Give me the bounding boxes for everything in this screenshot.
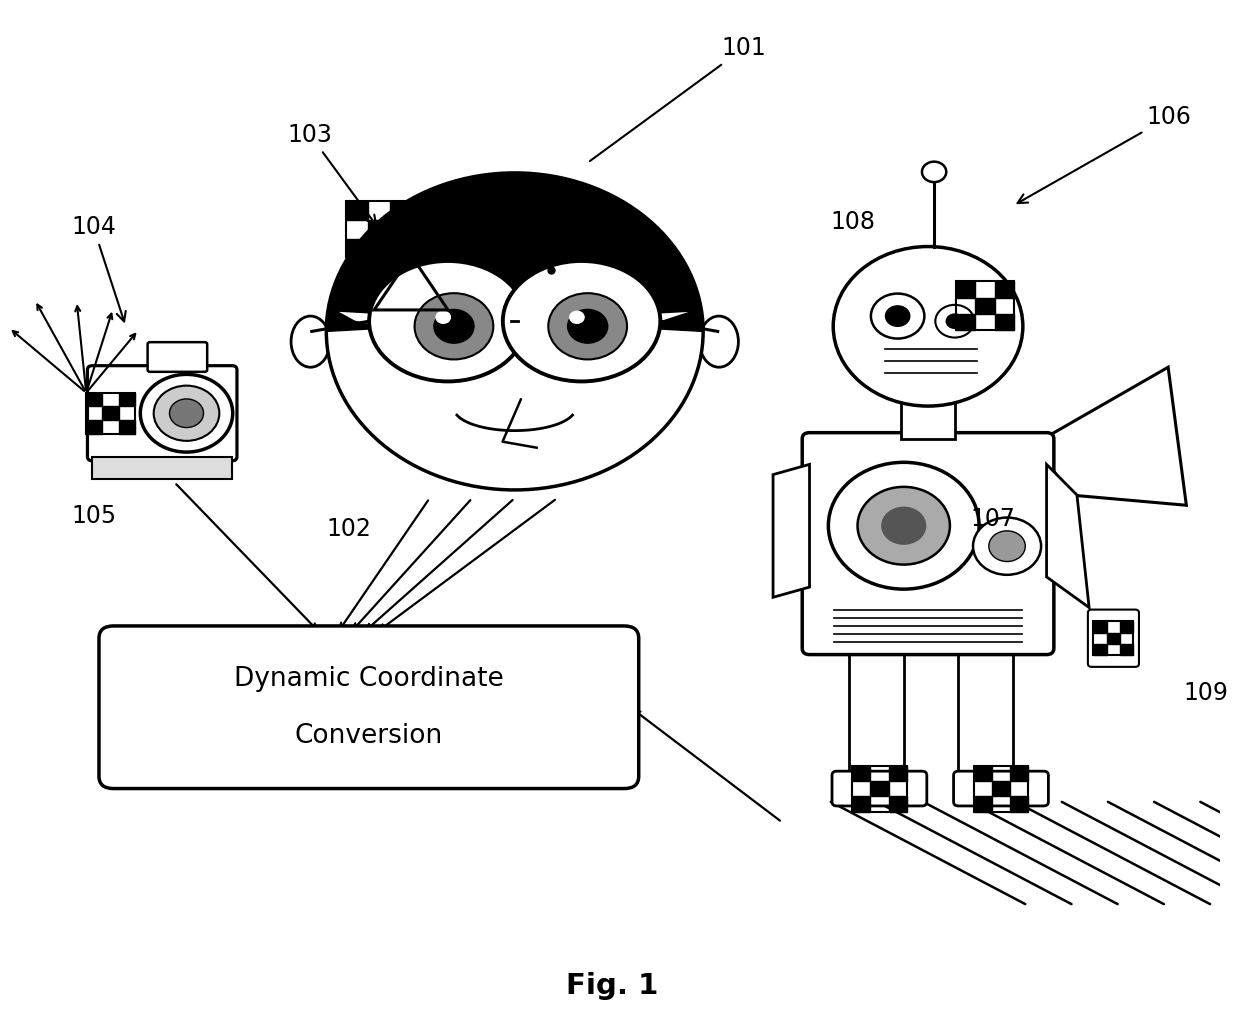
Bar	[973, 766, 992, 780]
FancyBboxPatch shape	[148, 342, 207, 372]
Ellipse shape	[699, 317, 738, 367]
FancyBboxPatch shape	[802, 433, 1054, 655]
Bar	[889, 766, 906, 780]
Polygon shape	[326, 173, 703, 341]
Circle shape	[434, 309, 474, 343]
Circle shape	[569, 311, 584, 324]
Circle shape	[414, 293, 494, 360]
FancyBboxPatch shape	[88, 366, 237, 461]
Text: Conversion: Conversion	[295, 723, 443, 749]
FancyBboxPatch shape	[832, 771, 926, 806]
Bar	[956, 314, 975, 330]
Circle shape	[548, 293, 627, 360]
Bar	[852, 796, 870, 811]
Circle shape	[923, 162, 946, 182]
Text: 107: 107	[971, 506, 1016, 531]
Bar	[852, 766, 906, 811]
Circle shape	[828, 462, 980, 589]
Bar	[1120, 622, 1133, 633]
Text: 104: 104	[71, 215, 125, 322]
Bar	[973, 796, 992, 811]
Circle shape	[170, 399, 203, 428]
Circle shape	[885, 306, 910, 326]
Circle shape	[154, 386, 219, 441]
Bar	[87, 393, 103, 406]
Circle shape	[858, 487, 950, 565]
Bar	[92, 457, 232, 479]
Bar	[901, 390, 955, 439]
Bar	[368, 220, 391, 238]
Text: 106: 106	[1018, 105, 1192, 203]
Bar	[975, 298, 994, 314]
Circle shape	[326, 173, 703, 490]
FancyBboxPatch shape	[1087, 609, 1140, 667]
Ellipse shape	[291, 317, 330, 367]
Text: 105: 105	[71, 504, 117, 528]
Polygon shape	[355, 208, 527, 311]
Bar	[956, 281, 975, 298]
Circle shape	[140, 374, 233, 453]
Bar	[959, 648, 1013, 771]
Bar	[1094, 643, 1107, 655]
Bar	[1011, 796, 1028, 811]
Polygon shape	[1047, 464, 1089, 607]
Bar	[973, 766, 1028, 811]
Bar	[852, 766, 870, 780]
Bar	[992, 780, 1011, 796]
Bar	[1120, 643, 1133, 655]
Polygon shape	[773, 464, 810, 597]
Bar	[119, 393, 135, 406]
Ellipse shape	[503, 261, 661, 381]
Bar	[849, 648, 904, 771]
Text: 101: 101	[590, 36, 766, 161]
FancyBboxPatch shape	[954, 771, 1048, 806]
Text: 108: 108	[831, 210, 875, 234]
Text: 102: 102	[326, 517, 371, 541]
Bar	[994, 314, 1014, 330]
Circle shape	[946, 314, 963, 328]
Bar	[994, 281, 1014, 298]
Text: Fig. 1: Fig. 1	[565, 972, 658, 1000]
Circle shape	[833, 246, 1023, 406]
FancyBboxPatch shape	[99, 626, 639, 789]
Text: 109: 109	[1183, 680, 1228, 704]
Circle shape	[436, 311, 450, 324]
Bar	[346, 201, 368, 220]
Text: 103: 103	[288, 124, 376, 225]
Text: Dynamic Coordinate: Dynamic Coordinate	[234, 666, 503, 692]
Bar	[119, 420, 135, 434]
Bar	[87, 393, 135, 434]
Circle shape	[568, 309, 608, 343]
Bar	[87, 420, 103, 434]
Circle shape	[882, 507, 925, 544]
Circle shape	[870, 294, 924, 338]
Bar	[346, 238, 368, 258]
Bar	[1011, 766, 1028, 780]
Circle shape	[988, 531, 1025, 562]
Bar	[391, 201, 413, 220]
Bar	[391, 238, 413, 258]
Bar	[346, 201, 413, 258]
Bar	[956, 281, 1014, 330]
Bar	[889, 796, 906, 811]
Bar	[1094, 622, 1133, 655]
Ellipse shape	[370, 261, 527, 381]
Bar	[1094, 622, 1107, 633]
Circle shape	[973, 518, 1042, 575]
Circle shape	[935, 305, 975, 337]
Bar	[1107, 633, 1120, 643]
Bar	[870, 780, 889, 796]
Bar	[103, 406, 119, 420]
